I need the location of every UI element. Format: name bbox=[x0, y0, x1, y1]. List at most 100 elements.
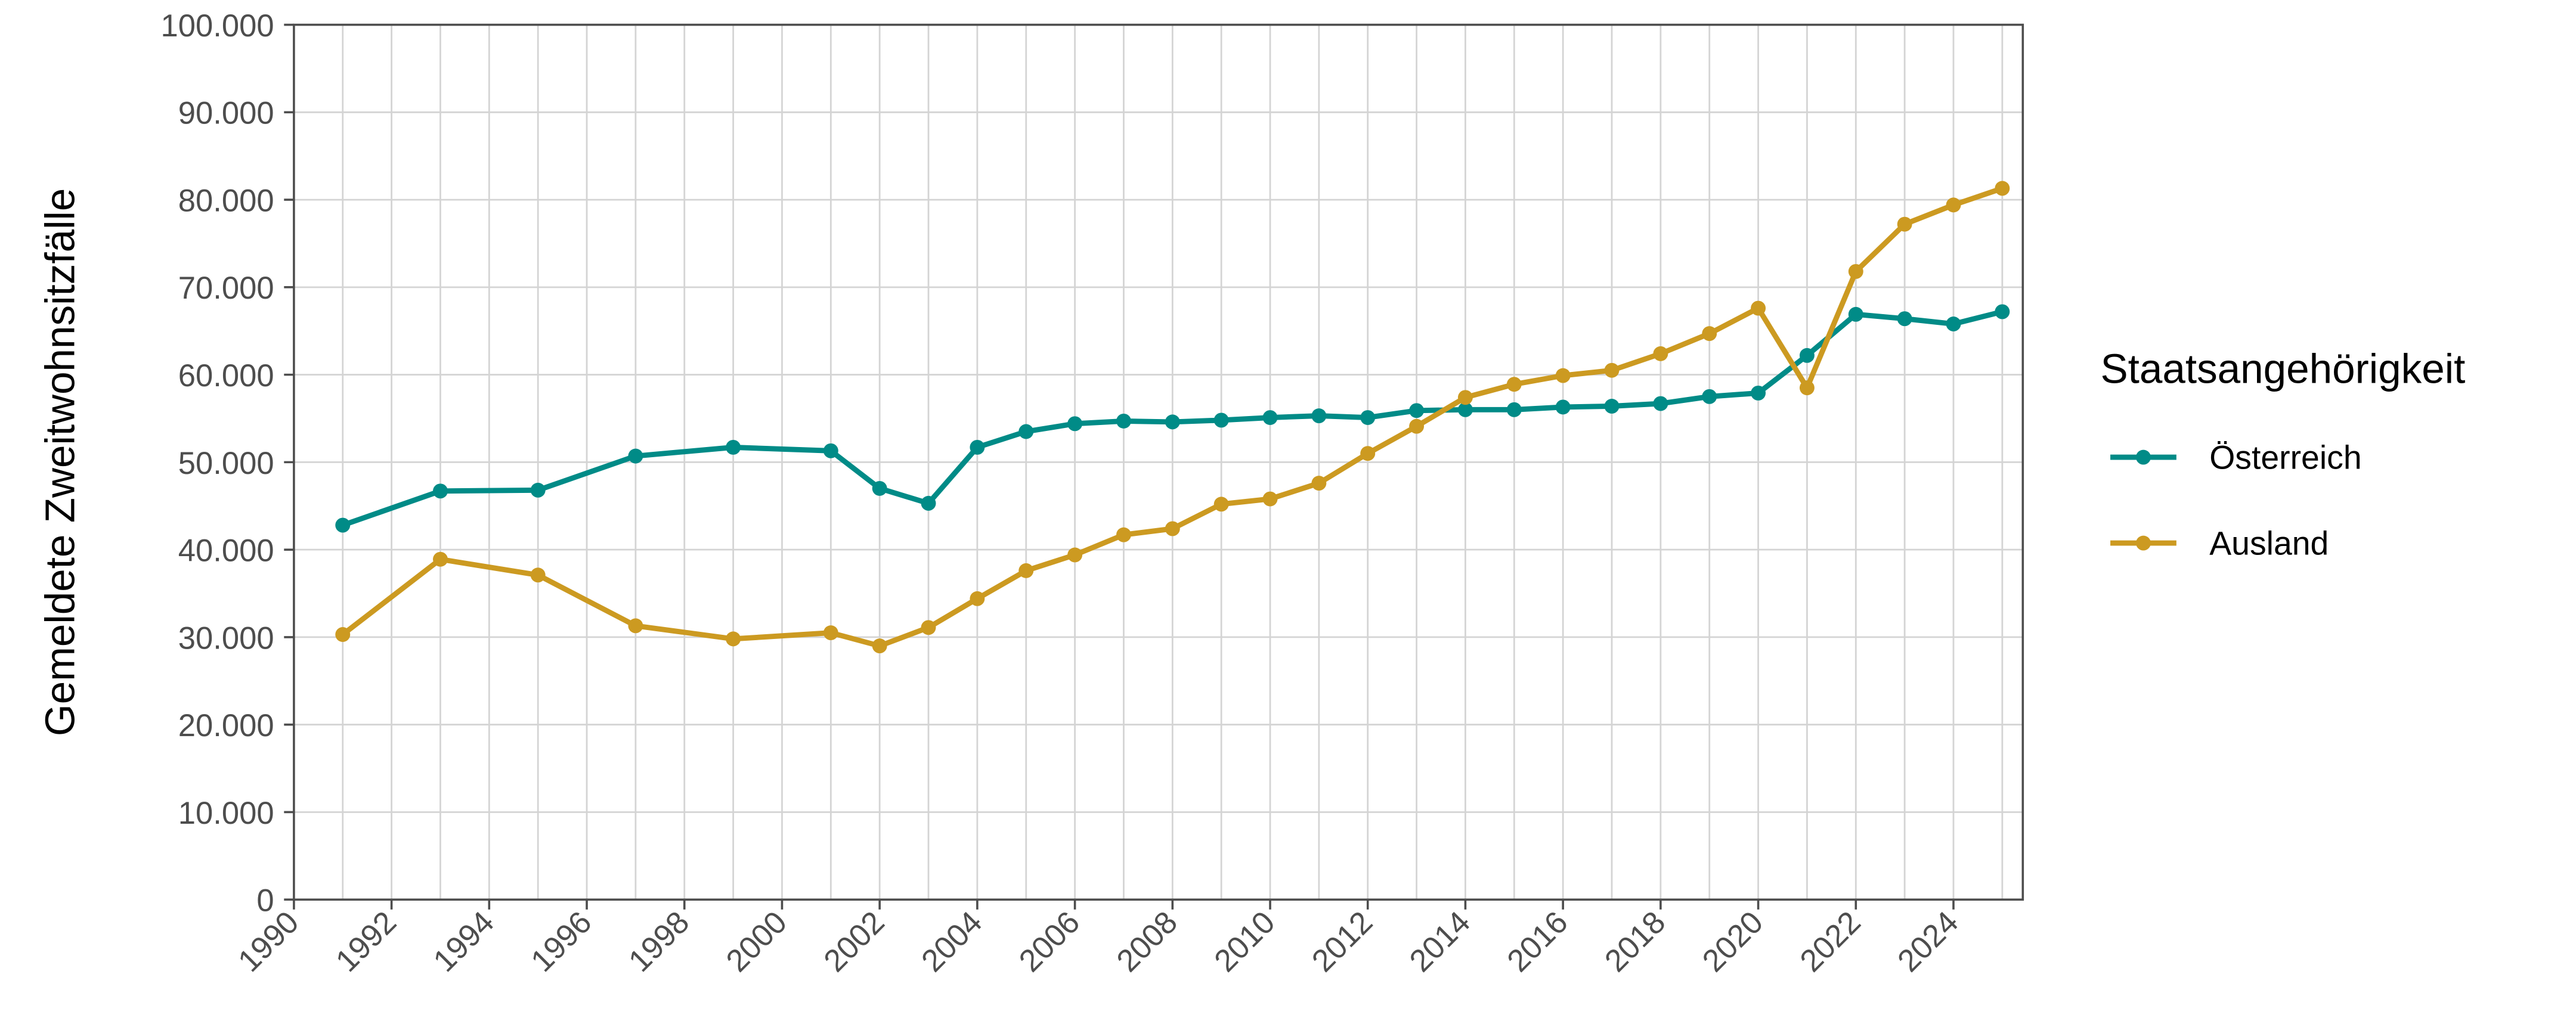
data-point bbox=[1116, 413, 1131, 429]
data-point bbox=[1409, 403, 1425, 418]
x-tick-label: 1990 bbox=[231, 905, 305, 979]
data-point bbox=[1555, 368, 1571, 383]
data-point bbox=[1995, 304, 2010, 319]
x-tick-label: 1996 bbox=[524, 905, 598, 979]
data-point bbox=[1262, 491, 1278, 507]
data-point bbox=[1848, 263, 1863, 279]
data-point bbox=[335, 517, 351, 533]
x-tick-label: 2012 bbox=[1305, 905, 1379, 979]
data-point bbox=[1213, 497, 1229, 512]
data-point bbox=[1555, 399, 1571, 415]
series-line-Österreich bbox=[342, 309, 2003, 528]
data-point bbox=[823, 443, 838, 458]
data-point bbox=[628, 618, 643, 634]
data-point bbox=[872, 638, 887, 654]
legend-title: Staatsangehörigkeit bbox=[2100, 345, 2465, 392]
x-tick-label: 2004 bbox=[915, 905, 989, 979]
x-tick-label: 2020 bbox=[1696, 905, 1770, 979]
data-point bbox=[1165, 414, 1180, 430]
y-tick-label: 70.000 bbox=[178, 271, 274, 306]
data-point bbox=[1165, 521, 1180, 536]
data-point bbox=[530, 482, 546, 498]
y-tick-label: 50.000 bbox=[178, 446, 274, 481]
x-tick-label: 2008 bbox=[1110, 905, 1184, 979]
y-tick-label: 0 bbox=[256, 883, 274, 919]
grid bbox=[293, 24, 2023, 901]
x-tick-label: 2022 bbox=[1793, 905, 1867, 979]
data-point bbox=[1457, 402, 1473, 417]
data-point bbox=[1751, 385, 1766, 401]
data-point bbox=[1653, 396, 1668, 411]
data-point bbox=[1067, 416, 1083, 432]
data-point bbox=[726, 631, 741, 647]
data-point bbox=[1116, 527, 1131, 542]
data-point bbox=[1604, 398, 1620, 414]
x-tick-label: 2014 bbox=[1403, 905, 1477, 979]
data-point bbox=[1799, 348, 1815, 363]
legend-label: Ausland bbox=[2209, 525, 2329, 561]
y-tick-label: 40.000 bbox=[178, 533, 274, 569]
data-point bbox=[1702, 326, 1717, 342]
y-axis-label: Gemeldete Zweitwohnsitzfälle bbox=[37, 188, 83, 736]
data-point bbox=[726, 439, 741, 455]
legend-label: Österreich bbox=[2209, 439, 2361, 476]
y-axis: 0 10.000 20.000 30.000 40.000 50.000 60.000 70.… bbox=[161, 8, 294, 919]
series-layer bbox=[335, 181, 2010, 654]
data-point bbox=[1311, 408, 1327, 424]
data-point bbox=[1897, 311, 1912, 327]
y-tick-label: 60.000 bbox=[178, 358, 274, 393]
y-tick-label: 90.000 bbox=[178, 96, 274, 131]
data-point bbox=[1995, 181, 2010, 196]
x-axis: 1990 1992 1994 1996 1998 2000 2002 2004 2006 2008… bbox=[231, 899, 1965, 979]
x-tick-label: 2024 bbox=[1891, 905, 1965, 979]
data-point bbox=[530, 567, 546, 583]
data-point bbox=[872, 480, 887, 496]
data-point bbox=[1702, 389, 1717, 404]
data-point bbox=[1018, 424, 1034, 439]
data-point bbox=[433, 483, 448, 499]
data-point bbox=[1604, 362, 1620, 378]
data-point bbox=[1897, 216, 1912, 232]
y-tick-label: 10.000 bbox=[178, 796, 274, 831]
data-point bbox=[1360, 410, 1376, 425]
x-tick-label: 1994 bbox=[426, 905, 500, 979]
data-point bbox=[921, 495, 936, 511]
data-point bbox=[1848, 306, 1863, 322]
data-point bbox=[921, 620, 936, 635]
y-tick-label: 100.000 bbox=[161, 8, 274, 44]
data-point bbox=[1751, 300, 1766, 316]
x-tick-label: 2002 bbox=[817, 905, 891, 979]
data-point bbox=[1946, 197, 1961, 213]
data-point bbox=[1457, 390, 1473, 405]
data-point bbox=[335, 627, 351, 642]
data-point bbox=[628, 448, 643, 464]
x-tick-label: 1998 bbox=[622, 905, 696, 979]
data-point bbox=[1360, 446, 1376, 461]
legend-key-point bbox=[2136, 449, 2151, 465]
data-point bbox=[1799, 380, 1815, 396]
legend-key-point bbox=[2136, 535, 2151, 551]
data-point bbox=[970, 439, 985, 455]
x-tick-label: 2010 bbox=[1208, 905, 1281, 979]
data-point bbox=[1409, 418, 1425, 434]
series-line-Ausland bbox=[341, 185, 2004, 649]
data-point bbox=[1506, 402, 1522, 417]
data-point bbox=[1946, 317, 1961, 331]
data-point bbox=[970, 591, 985, 606]
x-tick-label: 2018 bbox=[1598, 905, 1672, 979]
data-point bbox=[1018, 563, 1034, 578]
data-point bbox=[433, 551, 448, 567]
data-point bbox=[1653, 346, 1668, 361]
y-tick-label: 30.000 bbox=[178, 621, 274, 656]
y-tick-label: 20.000 bbox=[178, 708, 274, 743]
x-tick-label: 2000 bbox=[720, 905, 794, 979]
data-point bbox=[1506, 377, 1522, 392]
x-tick-label: 1992 bbox=[329, 905, 403, 979]
y-tick-label: 80.000 bbox=[178, 183, 274, 218]
legend: Österreich Ausland bbox=[2110, 439, 2362, 561]
data-point bbox=[1262, 410, 1278, 425]
data-point bbox=[1311, 476, 1327, 491]
data-point bbox=[823, 625, 838, 641]
data-point bbox=[1213, 412, 1229, 428]
